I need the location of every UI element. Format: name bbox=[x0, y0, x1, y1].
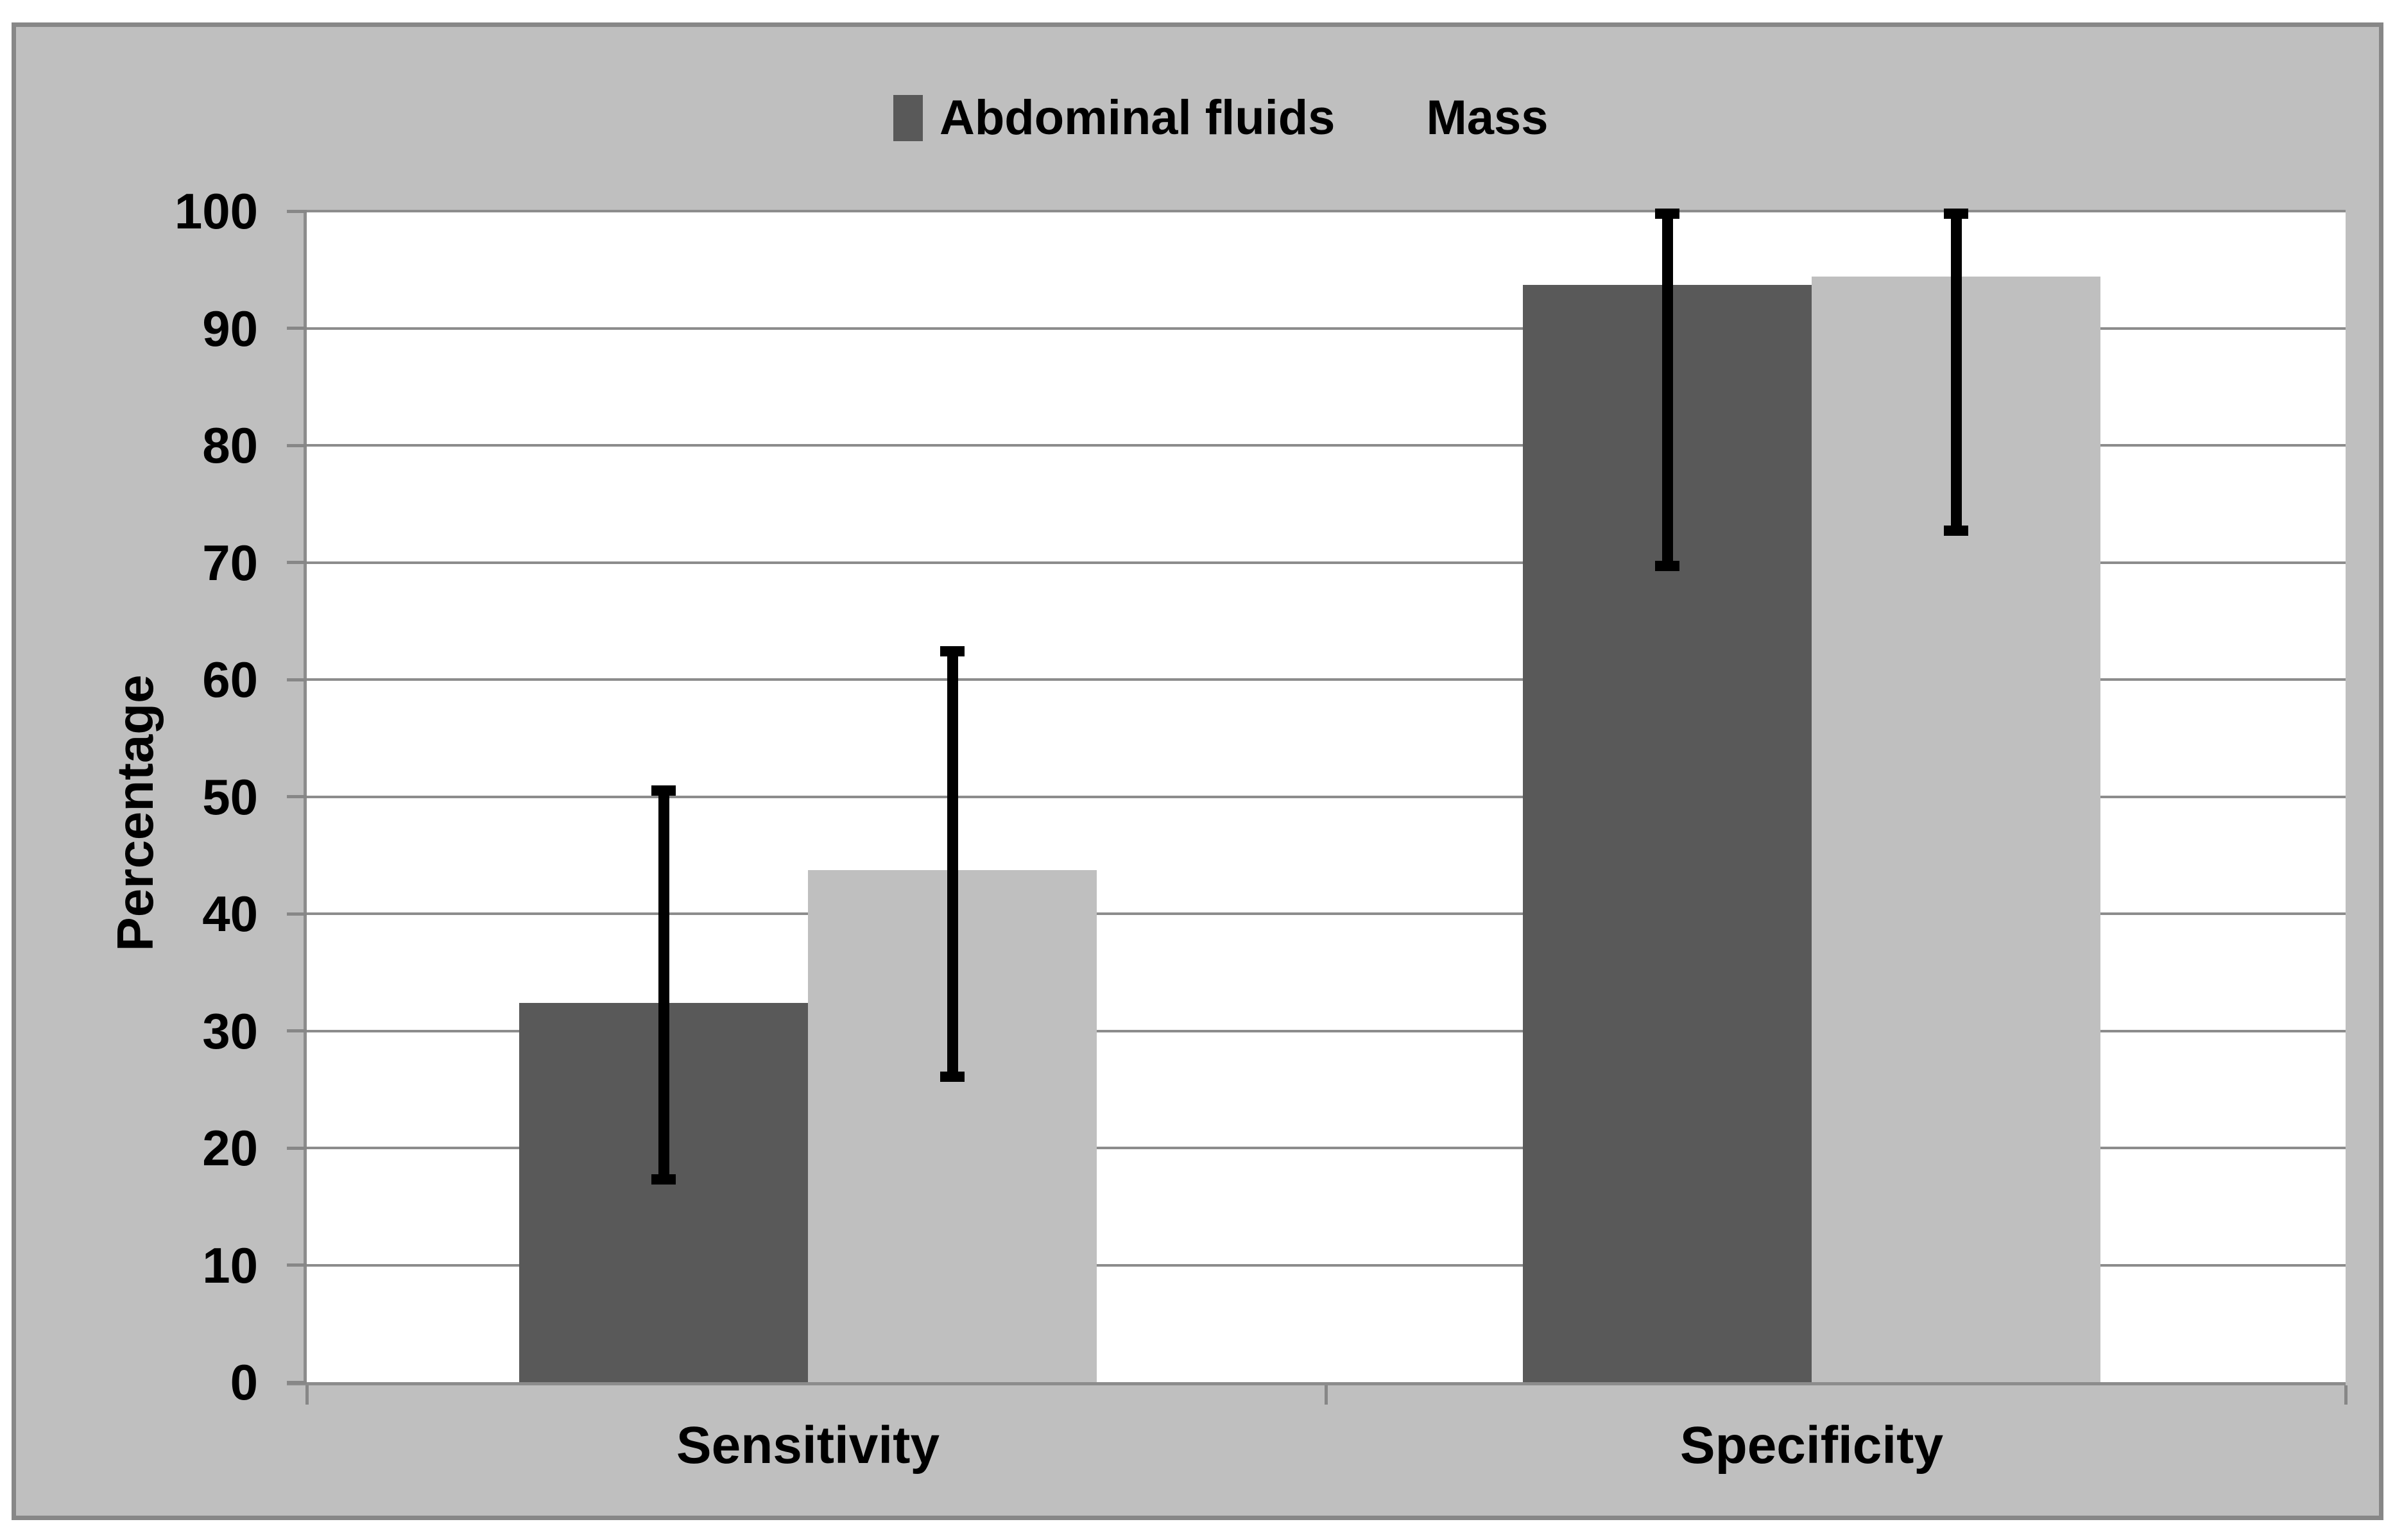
y-tick-40 bbox=[287, 912, 307, 916]
y-tick-label-70: 70 bbox=[202, 534, 258, 591]
error-bar-mass-sensitivity-cap-bottom bbox=[940, 1071, 965, 1082]
error-bar-abdominal-fluids-specificity-line bbox=[1661, 213, 1673, 566]
x-axis-line bbox=[287, 1382, 2346, 1385]
error-bar-abdominal-fluids-sensitivity-cap-top bbox=[651, 785, 676, 796]
gridline-10 bbox=[307, 1263, 2346, 1267]
legend: Abdominal fluids Mass bbox=[893, 91, 1549, 145]
y-tick-90 bbox=[287, 327, 307, 330]
y-tick-70 bbox=[287, 561, 307, 564]
y-tick-label-50: 50 bbox=[202, 768, 258, 825]
y-tick-label-10: 10 bbox=[202, 1236, 258, 1294]
y-tick-80 bbox=[287, 443, 307, 447]
gridline-50 bbox=[307, 795, 2346, 798]
y-tick-label-80: 80 bbox=[202, 417, 258, 474]
gridline-70 bbox=[307, 561, 2346, 564]
y-tick-60 bbox=[287, 678, 307, 681]
gridline-20 bbox=[307, 1147, 2346, 1149]
gridline-60 bbox=[307, 678, 2346, 681]
y-tick-label-60: 60 bbox=[202, 651, 258, 708]
gridline-100 bbox=[307, 210, 2346, 212]
error-bar-mass-sensitivity-cap-top bbox=[940, 646, 965, 657]
error-bar-abdominal-fluids-sensitivity-cap-bottom bbox=[651, 1174, 676, 1185]
x-tick-2 bbox=[2344, 1385, 2348, 1405]
y-tick-20 bbox=[287, 1146, 307, 1150]
x-tick-1 bbox=[1325, 1385, 1328, 1405]
legend-swatch-mass bbox=[1380, 95, 1410, 141]
error-bar-abdominal-fluids-specificity-cap-top bbox=[1655, 208, 1679, 219]
y-tick-label-0: 0 bbox=[230, 1354, 258, 1410]
y-tick-30 bbox=[287, 1029, 307, 1032]
legend-item-mass: Mass bbox=[1380, 90, 1549, 145]
gridline-90 bbox=[307, 327, 2346, 330]
y-tick-label-40: 40 bbox=[202, 886, 258, 942]
y-tick-50 bbox=[287, 795, 307, 798]
legend-label-abdominal-fluids: Abdominal fluids bbox=[940, 90, 1335, 145]
error-bar-mass-specificity-cap-bottom bbox=[1944, 526, 1968, 536]
y-tick-100 bbox=[287, 209, 307, 213]
chart-frame: Abdominal fluids Mass Percentage 0 10 20 30… bbox=[12, 22, 2383, 1520]
legend-label-mass: Mass bbox=[1426, 90, 1549, 145]
x-tick-0 bbox=[305, 1385, 309, 1405]
x-category-label-specificity: Specificity bbox=[1679, 1416, 1944, 1475]
legend-item-abdominal-fluids: Abdominal fluids bbox=[893, 91, 1335, 145]
error-bar-abdominal-fluids-sensitivity-line bbox=[658, 791, 669, 1180]
gridline-80 bbox=[307, 444, 2346, 447]
error-bar-mass-specificity-cap-top bbox=[1944, 208, 1968, 219]
error-bar-mass-sensitivity-line bbox=[947, 651, 958, 1077]
y-axis-line bbox=[304, 211, 307, 1385]
error-bar-mass-specificity-line bbox=[1950, 213, 1962, 531]
legend-swatch-abdominal-fluids bbox=[893, 95, 923, 141]
gridline-40 bbox=[307, 912, 2346, 915]
y-tick-label-20: 20 bbox=[202, 1120, 258, 1176]
gridline-30 bbox=[307, 1029, 2346, 1032]
y-tick-label-100: 100 bbox=[174, 183, 258, 239]
error-bar-abdominal-fluids-specificity-cap-bottom bbox=[1655, 560, 1679, 571]
y-tick-0 bbox=[287, 1380, 307, 1384]
plot-area bbox=[307, 208, 2346, 1382]
y-tick-10 bbox=[287, 1263, 307, 1267]
x-category-label-sensitivity: Sensitivity bbox=[676, 1416, 940, 1475]
y-tick-label-30: 30 bbox=[202, 1002, 258, 1059]
y-tick-label-90: 90 bbox=[202, 300, 258, 357]
